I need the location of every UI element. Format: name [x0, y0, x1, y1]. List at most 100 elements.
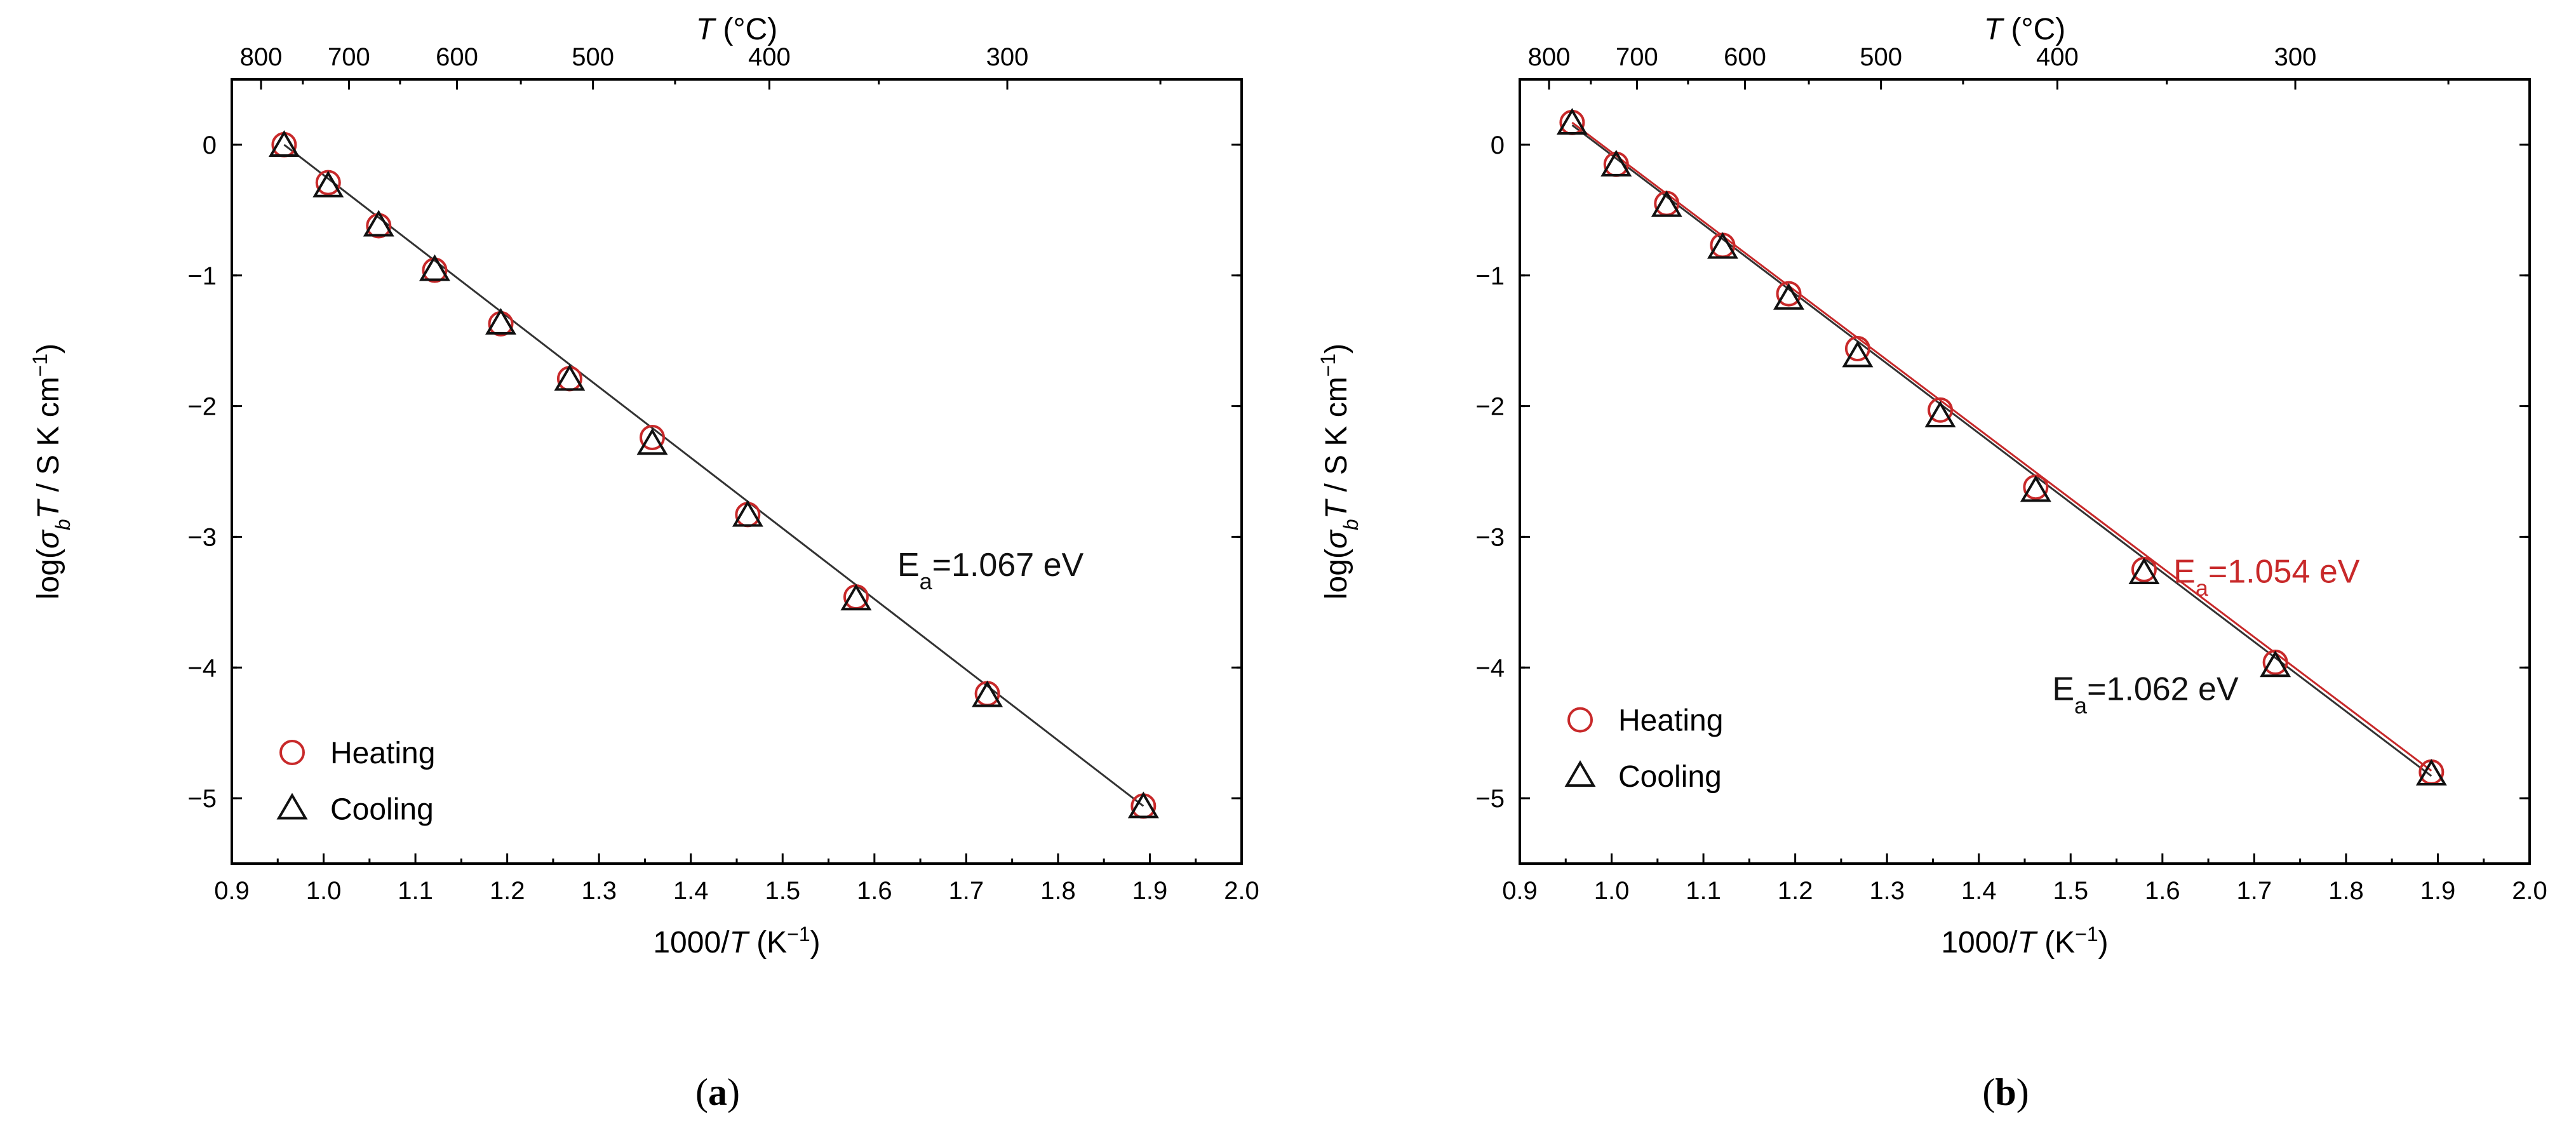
top-axis-label: T (°C) [1984, 13, 2066, 46]
cooling-point [636, 428, 668, 455]
cooling-point [1773, 283, 1805, 310]
panel-label: (a) [695, 1071, 740, 1113]
cooling-point [732, 500, 763, 527]
x-tick-label: 1.6 [857, 877, 892, 905]
undefined: a [2074, 692, 2088, 718]
top-axis-label: T (°C) [696, 13, 778, 46]
top-tick-label: 500 [572, 43, 614, 71]
cooling-point [2128, 558, 2160, 585]
cooling-point [1924, 401, 1956, 428]
top-tick-label: 400 [2036, 43, 2079, 71]
top-tick-label: 700 [1616, 43, 1658, 71]
undefined: 1000/ [1941, 926, 2018, 959]
legend-heating-label: Heating [1618, 704, 1723, 738]
cooling-point [2415, 759, 2447, 786]
x-tick-label: 1.9 [1132, 877, 1168, 905]
cooling-point [1556, 108, 1588, 135]
undefined: 1000/ [653, 926, 730, 959]
cooling-point [485, 307, 517, 335]
x-tick-label: 1.4 [1961, 877, 1997, 905]
undefined: T [2017, 926, 2038, 959]
x-tick-label: 0.9 [214, 877, 250, 905]
undefined: ) [810, 926, 821, 959]
fit-line [1571, 121, 2432, 772]
panel-label-letter: a [708, 1071, 727, 1113]
activation-energy-value: =1.062 eV [2087, 671, 2239, 708]
legend-heating-marker [279, 740, 305, 766]
undefined: T [1320, 498, 1353, 519]
undefined: ( [1982, 1071, 1995, 1113]
undefined: ) [727, 1071, 740, 1113]
x-tick-label: 1.1 [398, 877, 433, 905]
y-axis-label: log(σbT / S K cm−1) [1317, 344, 1362, 599]
cooling-point [268, 130, 300, 157]
x-tick-label: 2.0 [2512, 877, 2547, 905]
top-tick-label: 700 [328, 43, 370, 71]
x-tick-label: 1.2 [1778, 877, 1813, 905]
y-tick-label: −4 [1475, 654, 1505, 682]
x-tick-label: 1.5 [2053, 877, 2088, 905]
cooling-point [554, 364, 586, 391]
undefined: log( [32, 549, 65, 599]
cooling-point [1842, 340, 1874, 368]
legend-cooling-marker [276, 792, 308, 820]
undefined: E [2052, 671, 2074, 708]
legend-heating-label: Heating [330, 737, 435, 770]
undefined: −1 [29, 354, 51, 377]
activation-energy-value: =1.067 eV [932, 547, 1084, 584]
x-tick-label: 1.1 [1686, 877, 1721, 905]
x-tick-label: 1.3 [581, 877, 617, 905]
heating-point [1928, 397, 1954, 423]
undefined: ( [695, 1071, 708, 1113]
cooling-point [2260, 650, 2291, 678]
top-tick-label: 300 [986, 43, 1029, 71]
undefined: −1 [1317, 354, 1339, 377]
undefined: σ [1320, 529, 1353, 549]
undefined: (K [748, 926, 787, 959]
x-tick-label: 1.0 [306, 877, 342, 905]
x-axis-label: 1000/T (K−1) [653, 923, 820, 959]
cooling-point [1651, 190, 1682, 217]
undefined: −1 [2075, 923, 2098, 946]
y-tick-label: −4 [187, 654, 217, 682]
fit-line [283, 144, 1144, 807]
undefined: log( [1320, 549, 1353, 599]
x-tick-label: 1.9 [2420, 877, 2456, 905]
undefined: (K [2036, 926, 2075, 959]
undefined: a [2196, 575, 2209, 601]
x-tick-label: 1.3 [1869, 877, 1905, 905]
top-tick-label: 600 [436, 43, 478, 71]
x-tick-label: 1.0 [1594, 877, 1630, 905]
undefined: a [920, 568, 933, 594]
x-tick-label: 1.8 [1040, 877, 1076, 905]
y-tick-label: 0 [203, 131, 217, 159]
top-tick-label: 800 [240, 43, 283, 71]
x-tick-label: 1.8 [2328, 877, 2364, 905]
cooling-point [972, 680, 1003, 707]
y-tick-label: −5 [1475, 785, 1505, 813]
x-tick-label: 0.9 [1502, 877, 1538, 905]
x-tick-label: 1.2 [490, 877, 525, 905]
activation-energy-value: =1.054 eV [2208, 553, 2360, 590]
x-tick-label: 1.4 [673, 877, 709, 905]
cooling-point [1707, 232, 1738, 259]
x-tick-label: 1.7 [2237, 877, 2272, 905]
y-tick-label: 0 [1491, 131, 1505, 159]
undefined: (°C) [2002, 13, 2065, 46]
activation-energy-label: Ea=1.067 eV [897, 547, 1084, 594]
heating-point [1776, 281, 1802, 307]
panel-label: (b) [1982, 1071, 2029, 1113]
x-tick-label: 2.0 [1224, 877, 1259, 905]
activation-energy-label: Ea=1.062 eV [2052, 671, 2239, 719]
undefined: −1 [787, 923, 810, 946]
undefined: ) [2098, 926, 2109, 959]
fit-line [1571, 124, 2432, 777]
y-axis-label: log(σbT / S K cm−1) [29, 344, 74, 599]
cooling-point [419, 254, 450, 281]
undefined: b [51, 519, 74, 530]
top-tick-label: 400 [748, 43, 791, 71]
heating-point [2418, 759, 2445, 785]
undefined: / S K cm [32, 377, 65, 500]
undefined: (°C) [714, 13, 777, 46]
undefined: ) [2016, 1071, 2029, 1113]
